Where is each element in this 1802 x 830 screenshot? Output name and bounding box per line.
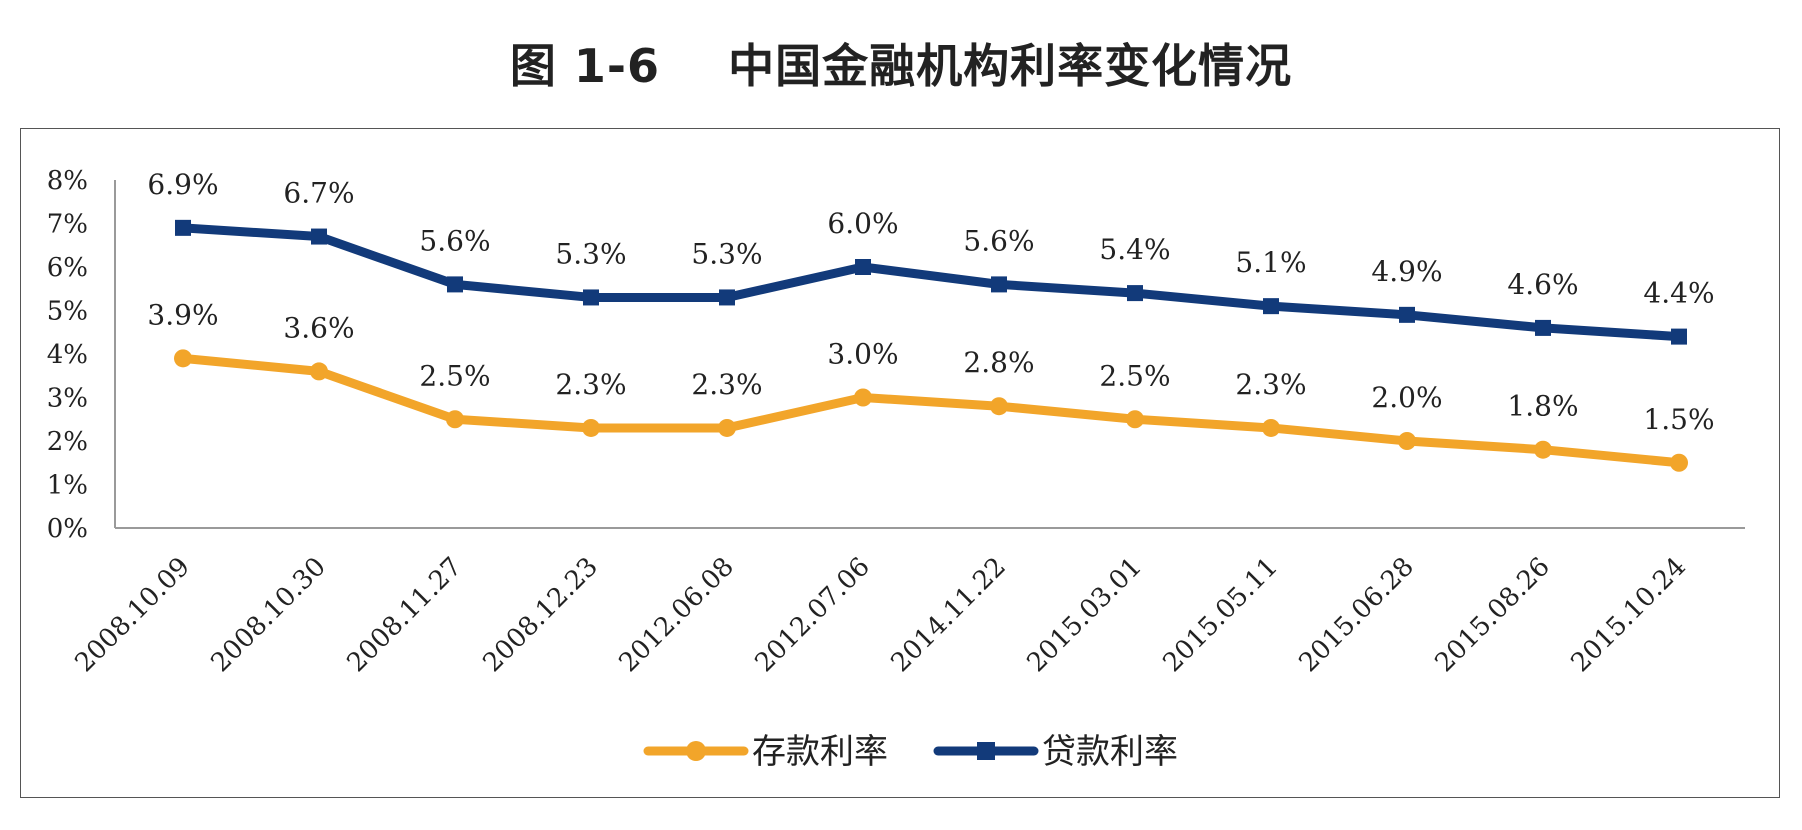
x-tick-label: 2015.03.01 [1021,552,1147,678]
data-label: 6.9% [147,168,218,201]
series-line [178,353,1684,468]
legend-item: 贷款利率 [933,732,1178,772]
data-point [311,228,327,245]
legend-item: 存款利率 [643,732,888,772]
data-label: 2.3% [1235,368,1306,401]
x-tick-label: 2012.07.06 [749,552,875,678]
data-label: 6.0% [827,207,898,240]
data-point [854,388,872,407]
series-deposit-rate: 3.9% 3.6% 2.5% 2.3% 2.3% 3.0% 2.8% 2.5% 2.3% 2.0%… [147,298,1715,472]
data-label: 2.5% [1099,359,1170,392]
data-label: 2.3% [691,368,762,401]
y-tick-label: 6% [47,253,88,283]
data-point [174,349,192,368]
y-tick-label: 4% [47,340,88,370]
data-point [447,276,463,293]
chart-title: 图 1-6 中国金融机构利率变化情况 [509,39,1293,93]
data-point [855,259,871,275]
data-label: 5.3% [555,237,626,270]
data-label: 5.3% [691,237,762,270]
x-tick-label: 2015.10.24 [1565,552,1691,678]
y-axis-ticks: 0% 1% 2% 3% 4% 5% 6% 7% 8% [47,166,88,544]
series-loan-rate: 6.9% 6.7% 5.6% 5.3% 5.3% 6.0% 5.6% 5.4% 5.1% 4.9%… [147,168,1715,345]
data-point [1127,285,1143,302]
legend-label: 贷款利率 [1042,732,1178,772]
data-point [446,410,464,429]
data-label: 3.6% [283,311,354,344]
data-label: 2.8% [963,346,1034,379]
data-point [990,397,1008,416]
x-tick-label: 2014.11.22 [885,552,1011,678]
data-label: 4.4% [1643,277,1714,310]
data-label: 6.7% [283,177,354,210]
x-tick-label: 2012.06.08 [613,552,739,678]
x-tick-label: 2015.06.28 [1293,552,1419,678]
data-label: 2.3% [555,368,626,401]
chart-frame [20,128,1780,798]
data-label: 1.5% [1643,403,1714,436]
legend-label: 存款利率 [752,732,888,772]
y-tick-label: 5% [47,297,88,327]
x-tick-label: 2008.12.23 [477,552,603,678]
legend-marker [977,742,995,760]
data-point [1398,432,1416,450]
y-tick-label: 0% [47,514,88,544]
data-point [1535,319,1551,336]
y-tick-label: 2% [47,427,88,457]
data-point [1670,453,1688,472]
y-tick-label: 8% [47,166,88,196]
x-tick-label: 2008.11.27 [341,552,467,678]
data-point [1399,306,1415,323]
data-point [1671,328,1687,345]
data-point [583,289,599,306]
data-point [582,418,600,437]
data-point [991,276,1007,293]
legend-marker [686,741,706,761]
x-tick-label: 2008.10.09 [69,552,195,678]
axes [114,180,1745,529]
x-axis-ticks: 2008.10.09 2008.10.30 2008.11.27 2008.12.23… [69,552,1691,678]
data-label: 5.4% [1099,233,1170,266]
x-tick-label: 2008.10.30 [205,552,331,678]
data-point [718,418,736,437]
y-tick-label: 1% [47,471,88,501]
data-point [1262,418,1280,437]
x-tick-label: 2015.08.26 [1429,552,1555,678]
data-label: 2.0% [1371,381,1442,414]
data-point [1534,440,1552,459]
series-line [178,223,1684,342]
data-point [1126,410,1144,429]
y-tick-label: 3% [47,384,88,414]
data-label: 1.8% [1507,390,1578,423]
data-label: 4.6% [1507,268,1578,301]
data-label: 3.9% [147,298,218,331]
data-label: 5.6% [963,224,1034,257]
x-tick-label: 2015.05.11 [1157,552,1283,678]
series-group: 3.9% 3.6% 2.5% 2.3% 2.3% 3.0% 2.8% 2.5% 2.3% 2.0%… [147,168,1715,472]
data-label: 5.6% [419,224,490,257]
data-point [1263,298,1279,315]
data-point [310,362,328,381]
data-label: 5.1% [1235,246,1306,279]
legend: 存款利率 贷款利率 [643,732,1178,772]
y-tick-label: 7% [47,210,88,240]
data-point [719,289,735,306]
data-label: 2.5% [419,359,490,392]
data-label: 3.0% [827,338,898,371]
data-point [175,219,191,236]
data-label: 4.9% [1371,255,1442,288]
